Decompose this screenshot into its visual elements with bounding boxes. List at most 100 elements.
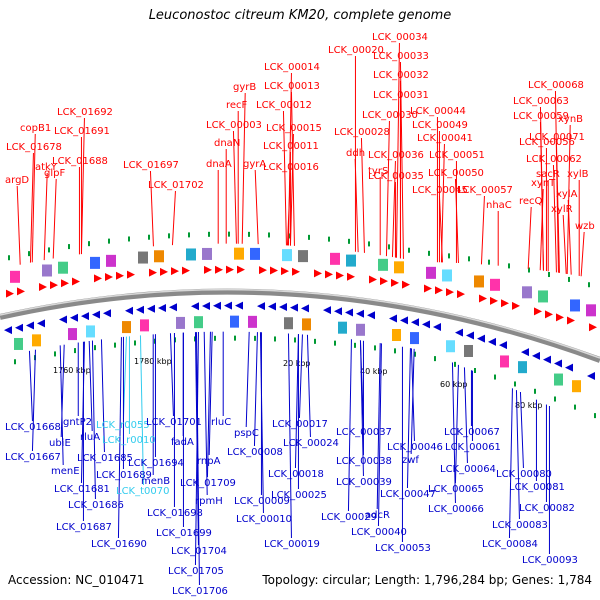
reverse-gene-arrow[interactable] xyxy=(92,310,100,319)
gene-label-top[interactable]: LCK_00011 xyxy=(263,141,319,152)
reverse-gene-arrow[interactable] xyxy=(565,363,573,372)
gene-label-bottom[interactable]: LCK_00067 xyxy=(444,427,500,438)
gene-label-bottom[interactable]: LCK_00040 xyxy=(351,527,407,538)
forward-gene-arrow[interactable] xyxy=(479,294,487,303)
forward-gene-arrow[interactable] xyxy=(567,316,575,325)
gene-label-bottom[interactable]: LCK_00029 xyxy=(321,512,377,523)
forward-gene-arrow[interactable] xyxy=(149,268,157,277)
gene-label-bottom[interactable]: LCK_01701 xyxy=(146,417,202,428)
gene-label-top[interactable]: xylB xyxy=(567,169,589,180)
forward-gene-arrow[interactable] xyxy=(116,271,124,280)
gene-label-top[interactable]: LCK_00033 xyxy=(373,51,429,62)
reverse-gene-arrow[interactable] xyxy=(433,322,441,331)
forward-gene-arrow[interactable] xyxy=(391,278,399,287)
forward-gene-block[interactable] xyxy=(154,250,164,263)
reverse-gene-arrow[interactable] xyxy=(169,303,177,312)
reverse-gene-arrow[interactable] xyxy=(290,303,298,312)
forward-gene-arrow[interactable] xyxy=(347,272,355,281)
gene-label-top[interactable]: LCK_00013 xyxy=(264,81,320,92)
reverse-gene-arrow[interactable] xyxy=(466,331,474,340)
forward-gene-block[interactable] xyxy=(106,254,116,267)
gene-label-bottom[interactable]: LCK_00053 xyxy=(375,543,431,554)
gene-label-bottom[interactable]: LCK_01668 xyxy=(5,422,61,433)
forward-gene-block[interactable] xyxy=(298,250,308,263)
reverse-gene-arrow[interactable] xyxy=(279,302,287,311)
gene-label-bottom[interactable]: menB xyxy=(141,476,170,487)
gene-label-top[interactable]: LCK_00041 xyxy=(417,133,473,144)
forward-gene-block[interactable] xyxy=(10,270,20,283)
gene-label-top[interactable]: tyrS xyxy=(368,166,388,177)
gene-label-bottom[interactable]: LCK_00010 xyxy=(236,514,292,525)
gene-label-top[interactable]: LCK_00059 xyxy=(513,111,569,122)
gene-label-bottom[interactable]: LCK_t0070 xyxy=(116,486,169,497)
forward-gene-block[interactable] xyxy=(426,266,436,279)
gene-label-bottom[interactable]: LCK_00037 xyxy=(336,427,392,438)
forward-gene-arrow[interactable] xyxy=(171,267,179,276)
gene-label-bottom[interactable]: gntP2 xyxy=(63,417,92,428)
forward-gene-block[interactable] xyxy=(570,299,580,312)
reverse-gene-arrow[interactable] xyxy=(147,304,155,313)
forward-gene-block[interactable] xyxy=(394,261,404,274)
reverse-gene-block[interactable] xyxy=(392,329,401,342)
reverse-gene-block[interactable] xyxy=(140,319,149,332)
gene-label-bottom[interactable]: fadA xyxy=(171,437,194,448)
reverse-gene-arrow[interactable] xyxy=(125,306,133,315)
gene-label-bottom[interactable]: LCK_01706 xyxy=(172,586,228,597)
gene-label-top[interactable]: LCK_00030 xyxy=(362,110,418,121)
reverse-gene-block[interactable] xyxy=(230,315,239,328)
gene-label-bottom[interactable]: LCK_00047 xyxy=(380,489,436,500)
forward-gene-arrow[interactable] xyxy=(204,265,212,274)
forward-gene-block[interactable] xyxy=(186,248,196,261)
gene-label-top[interactable]: LCK_00071 xyxy=(529,132,585,143)
gene-label-bottom[interactable]: LCK_00061 xyxy=(445,442,501,453)
forward-gene-arrow[interactable] xyxy=(556,313,564,322)
gene-label-top[interactable]: LCK_01691 xyxy=(54,126,110,137)
reverse-gene-arrow[interactable] xyxy=(213,301,221,310)
gene-label-bottom[interactable]: LCK_r0010 xyxy=(102,435,156,446)
reverse-gene-block[interactable] xyxy=(500,355,509,368)
gene-label-top[interactable]: LCK_00003 xyxy=(206,120,262,131)
gene-label-bottom[interactable]: LCK_r0055 xyxy=(96,420,150,431)
forward-gene-arrow[interactable] xyxy=(325,270,333,279)
forward-gene-block[interactable] xyxy=(138,251,148,264)
gene-label-bottom[interactable]: zwf xyxy=(402,455,419,466)
forward-gene-arrow[interactable] xyxy=(490,296,498,305)
forward-gene-arrow[interactable] xyxy=(402,280,410,289)
reverse-gene-block[interactable] xyxy=(410,332,419,345)
reverse-gene-arrow[interactable] xyxy=(235,301,243,310)
gene-label-top[interactable]: LCK_00063 xyxy=(513,96,569,107)
forward-gene-arrow[interactable] xyxy=(270,266,278,275)
gene-label-bottom[interactable]: LCK_01694 xyxy=(128,458,184,469)
gene-label-top[interactable]: dnaN xyxy=(214,138,240,149)
gene-label-bottom[interactable]: rnpA xyxy=(197,456,221,467)
reverse-gene-block[interactable] xyxy=(248,315,257,328)
gene-label-top[interactable]: LCK_00044 xyxy=(410,106,466,117)
gene-label-bottom[interactable]: LCK_01690 xyxy=(91,539,147,550)
gene-label-top[interactable]: LCK_00031 xyxy=(373,90,429,101)
gene-label-bottom[interactable]: LCK_01687 xyxy=(56,522,112,533)
gene-label-top[interactable]: LCK_00035 xyxy=(368,171,424,182)
gene-label-bottom[interactable]: LCK_01698 xyxy=(147,508,203,519)
reverse-gene-arrow[interactable] xyxy=(532,351,540,360)
gene-label-top[interactable]: xynB xyxy=(558,114,583,125)
gene-label-top[interactable]: LCK_00015 xyxy=(266,123,322,134)
gene-label-top[interactable]: LCK_00049 xyxy=(412,120,468,131)
forward-gene-arrow[interactable] xyxy=(6,289,14,298)
gene-label-top[interactable]: LCK_00045 xyxy=(412,185,468,196)
reverse-gene-arrow[interactable] xyxy=(477,334,485,343)
gene-label-bottom[interactable]: LCK_00080 xyxy=(496,469,552,480)
reverse-gene-arrow[interactable] xyxy=(411,318,419,327)
gene-label-top[interactable]: nhaC xyxy=(486,200,512,211)
reverse-gene-arrow[interactable] xyxy=(389,314,397,323)
forward-gene-arrow[interactable] xyxy=(105,272,113,281)
gene-label-bottom[interactable]: LCK_00009 xyxy=(234,496,290,507)
gene-label-bottom[interactable]: adcR xyxy=(365,510,390,521)
forward-gene-block[interactable] xyxy=(522,286,532,299)
forward-gene-arrow[interactable] xyxy=(314,269,322,278)
reverse-gene-block[interactable] xyxy=(14,337,23,350)
reverse-gene-arrow[interactable] xyxy=(587,371,595,380)
reverse-gene-arrow[interactable] xyxy=(37,319,45,328)
gene-label-bottom[interactable]: LCK_00008 xyxy=(227,447,283,458)
gene-label-top[interactable]: wzb xyxy=(575,221,595,232)
reverse-gene-block[interactable] xyxy=(464,344,473,357)
